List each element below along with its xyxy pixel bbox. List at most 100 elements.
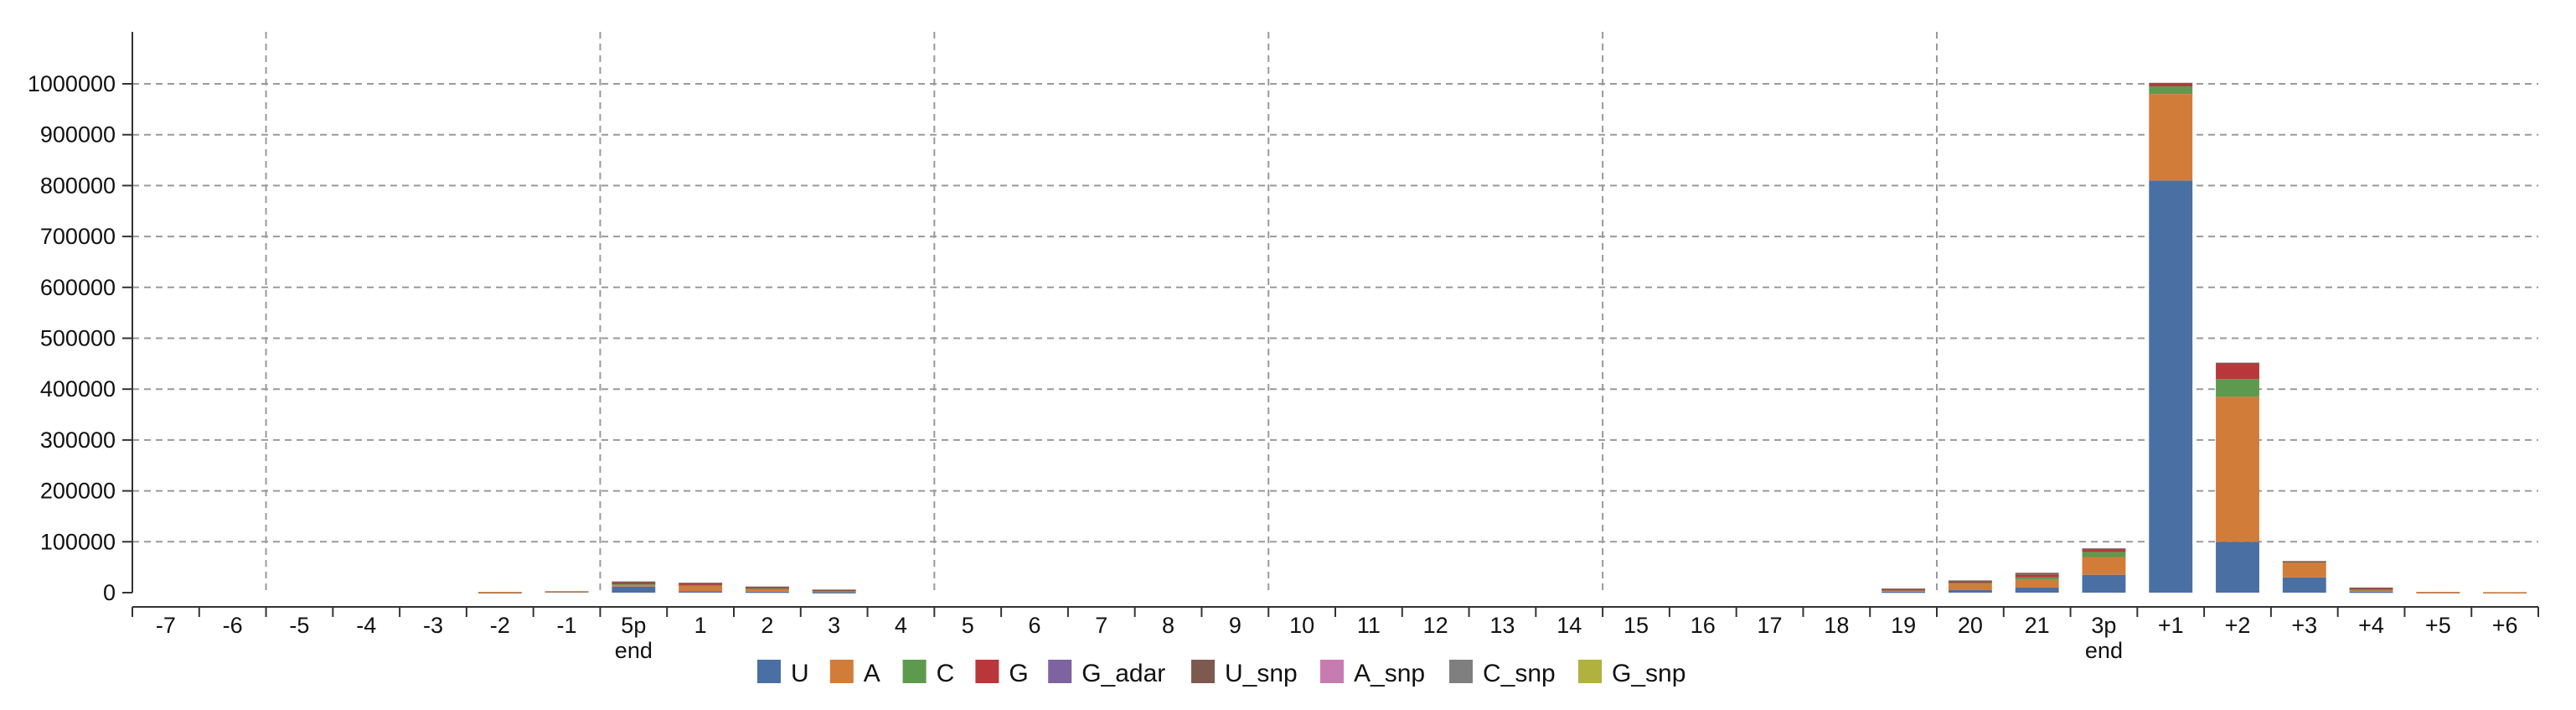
x-tick-label: 9: [1229, 613, 1242, 638]
bar-segment-a: [2015, 579, 2059, 588]
bar-segment-u-snp: [612, 581, 656, 583]
grid: [132, 32, 2538, 593]
y-tick-label: 300000: [40, 428, 116, 453]
x-tick-label: 14: [1556, 613, 1582, 638]
x-tick-label: +2: [2225, 613, 2251, 638]
bar-segment-g: [2082, 549, 2126, 552]
x-tick-label: +4: [2358, 613, 2384, 638]
bar-segment-u: [2216, 542, 2259, 593]
bar-segment-a: [2082, 557, 2126, 575]
bar-segment-a: [2149, 94, 2193, 181]
bar-segment-c: [679, 584, 723, 587]
x-tick-label: -3: [423, 613, 443, 638]
x-tick-label: 5p end: [615, 613, 653, 663]
bar-segment-a: [2216, 396, 2259, 542]
y-tick-label: 700000: [40, 224, 116, 249]
bar-segment-g: [612, 583, 656, 584]
legend-label: G_adar: [1082, 660, 1165, 687]
x-tick-label: -6: [223, 613, 243, 638]
x-tick-label: 11: [1357, 613, 1381, 638]
x-tick-label: +3: [2291, 613, 2317, 638]
x-tick-label: 10: [1289, 613, 1314, 638]
x-tick-label: +6: [2492, 613, 2518, 638]
legend-label: C_snp: [1483, 660, 1556, 687]
bar-segment-u-snp: [2149, 82, 2193, 85]
bar-segment-a: [478, 592, 522, 593]
bar-segment-a: [1948, 583, 1992, 590]
bar-segment-u: [2149, 180, 2193, 593]
x-tick-label: -4: [356, 613, 376, 638]
bar-segment-a: [812, 589, 856, 593]
bar-segment-c: [2349, 588, 2393, 591]
y-tick-label: 400000: [40, 376, 116, 402]
y-tick-label: 600000: [40, 275, 116, 300]
x-tick-label: 17: [1758, 613, 1783, 638]
legend-swatch-u-snp: [1191, 660, 1215, 683]
legend-label: A_snp: [1354, 660, 1425, 687]
legend-label: G: [1009, 660, 1028, 687]
x-tick-label: 3: [828, 613, 840, 638]
y-tick-label: 900000: [40, 122, 116, 148]
bar-segment-a: [2282, 562, 2326, 578]
bar-segment-g: [1948, 581, 1992, 583]
bar-segment-a: [612, 584, 656, 587]
bar-segment-a: [1882, 589, 1926, 592]
bar-segment-u-snp: [2015, 573, 2059, 575]
legend-label: G_snp: [1612, 660, 1685, 687]
x-tick-label: 7: [1095, 613, 1107, 638]
x-tick-label: -2: [490, 613, 510, 638]
bar-segment-u-snp: [1948, 580, 1992, 582]
bar-segment-c: [745, 588, 789, 589]
bar-segment-u: [2349, 591, 2393, 593]
bar-segment-g: [2216, 363, 2259, 380]
x-tick-label: 21: [2025, 613, 2050, 638]
legend-swatch-a: [829, 660, 854, 683]
bar-segment-a: [679, 584, 723, 592]
legend-label: C: [937, 660, 955, 687]
bar-segment-c: [2015, 577, 2059, 580]
bar-segment-u: [2082, 574, 2126, 593]
axes: 0 100000 200000 300000 400000 500000 600000 700…: [28, 32, 2539, 663]
y-tick-label: 1000000: [28, 71, 116, 96]
bar-segment-a: [2349, 589, 2393, 592]
bar-segment-g: [2015, 574, 2059, 578]
y-tick-label: 100000: [40, 529, 116, 554]
bars: [478, 82, 2527, 594]
bar-segment-g: [2149, 84, 2193, 87]
x-tick-label: 4: [895, 613, 907, 638]
bar-segment-u: [612, 586, 656, 593]
legend-label: U: [791, 660, 809, 687]
x-tick-label: 2: [761, 613, 773, 638]
bar-segment-c: [2282, 561, 2326, 563]
y-tick-label: 200000: [40, 479, 116, 504]
bar-segment-u: [812, 592, 856, 593]
legend-label: U_snp: [1225, 660, 1298, 687]
legend-swatch-c-snp: [1449, 660, 1473, 683]
x-tick-label: 19: [1891, 613, 1916, 638]
legend-swatch-g: [975, 660, 999, 683]
bar-segment-c: [2216, 379, 2259, 397]
y-tick-label: 0: [103, 580, 116, 605]
bar-segment-c: [1948, 582, 1992, 584]
legend-label: A: [864, 660, 880, 687]
bar-segment-u: [2015, 587, 2059, 593]
bar-segment-c: [2149, 86, 2193, 95]
bar-segment-g: [679, 583, 723, 585]
x-tick-label: -7: [156, 613, 176, 638]
x-tick-label: -5: [289, 613, 309, 638]
bar-segment-a: [2416, 592, 2460, 593]
bar-segment-a: [545, 591, 589, 593]
legend-swatch-g-adar: [1048, 660, 1072, 683]
x-tick-label: 16: [1691, 613, 1716, 638]
x-tick-label: 13: [1489, 613, 1515, 638]
bar-segment-u: [1948, 589, 1992, 593]
bar-segment-a: [2483, 592, 2527, 593]
x-tick-label: -1: [557, 613, 577, 638]
x-tick-label: 12: [1423, 613, 1448, 638]
bar-segment-u: [2282, 577, 2326, 593]
x-tick-label: 20: [1958, 613, 1983, 638]
bar-segment-u: [679, 591, 723, 593]
x-tick-label: 15: [1624, 613, 1649, 638]
x-tick-label: 8: [1162, 613, 1174, 638]
